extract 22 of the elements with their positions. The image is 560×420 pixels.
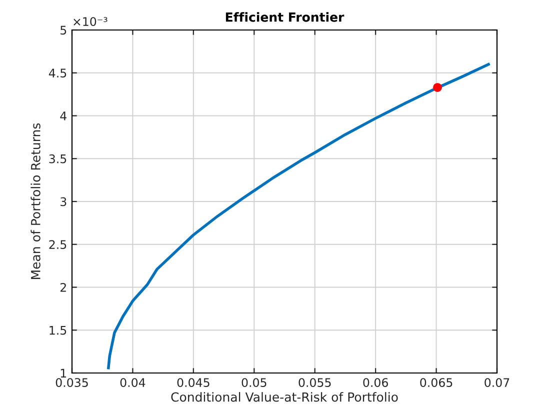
- y-tick-label: 1.5: [50, 326, 66, 335]
- line-series: [107, 62, 490, 370]
- y-axis-title: Mean of Portfolio Returns: [30, 123, 40, 279]
- text: ×10⁻³: [74, 17, 108, 26]
- y-tick-label: 4: [60, 112, 66, 120]
- x-tick-label: 0.07: [484, 378, 510, 387]
- y-tick-label: 2: [60, 282, 66, 292]
- y-tick-label: 3: [60, 197, 66, 206]
- y-tick-label: 3.5: [49, 154, 66, 164]
- x-tick-label: 0.035: [56, 378, 88, 387]
- y-tick-label: 5: [60, 26, 66, 35]
- x-tick-label: 0.045: [177, 378, 210, 387]
- x-tick-label: 0.06: [363, 378, 388, 387]
- x-axis-title: Conditional Value-at-Risk of Portfolio: [171, 392, 398, 402]
- x-tick-label: 0.05: [242, 378, 266, 387]
- x-tick-label: 0.055: [298, 378, 331, 387]
- y-tick-label: 4.5: [48, 68, 66, 78]
- y-tick-label: 1: [60, 368, 66, 378]
- x-tick-label: 0.065: [420, 378, 452, 387]
- chart-title: Efficient Frontier: [226, 12, 344, 22]
- y-tick-label: 2.5: [49, 240, 66, 250]
- x-tick-label: 0.04: [120, 378, 146, 387]
